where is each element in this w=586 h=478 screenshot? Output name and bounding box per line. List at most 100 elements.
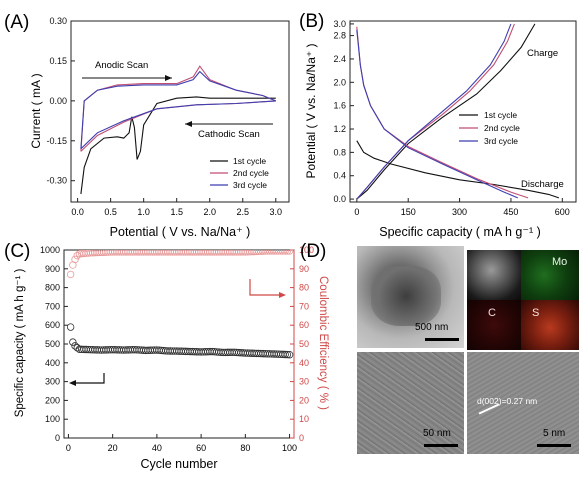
panel-a-y-tick-label: 0.30 — [49, 16, 67, 26]
ce-axis-arrow-head — [279, 292, 286, 298]
panel-c-cycling-chart: (C) 0 20 40 60 80 100010020030040050060070080… — [4, 241, 329, 471]
legend-a-text-3: 3rd cycle — [233, 180, 267, 190]
panel-c-yl-tick-label: 200 — [45, 395, 60, 405]
panel-c-x-tick-label: 40 — [152, 443, 162, 453]
panel-c-yl-tick-label: 500 — [45, 339, 60, 349]
ce-point — [283, 250, 292, 255]
panel-a-x-tick-label: 0.0 — [71, 207, 84, 217]
panel-c-yl-tick-label: 600 — [45, 320, 60, 330]
ce-point — [71, 255, 79, 264]
charge-curve-cycle-1 — [356, 23, 536, 200]
scale-bar-50nm-label: 50 nm — [423, 428, 451, 439]
ce-point — [66, 270, 75, 279]
panel-c-yl-tick-label: 900 — [45, 264, 60, 274]
capacity-point — [285, 351, 294, 359]
panel-b-frame — [349, 20, 577, 203]
panel-c-yr-tick-label: 60 — [299, 320, 309, 330]
panel-b-x-tick-label: 450 — [503, 207, 518, 217]
eds-map-s: S — [521, 300, 579, 350]
eds-mo-label: Mo — [552, 256, 568, 268]
cathodic-scan-label: Cathodic Scan — [198, 129, 260, 140]
anodic-arrow-head — [165, 75, 172, 81]
panel-c-yr-tick-label: 0 — [299, 433, 304, 443]
panel-c-ylabel-right: Coulombic Efficiency ( % ) — [317, 276, 329, 410]
capacity-axis-arrow — [73, 373, 105, 384]
panel-c-xlabel: Cycle number — [140, 457, 217, 471]
legend-a-text-2: 2nd cycle — [233, 168, 269, 178]
panel-c-yr-tick-label: 70 — [299, 301, 309, 311]
panel-c-x-tick-label: 80 — [240, 443, 250, 453]
eds-s-label: S — [532, 307, 540, 319]
charge-label: Charge — [527, 48, 558, 59]
capacity-point — [283, 350, 292, 359]
capacity-point — [73, 344, 81, 352]
panel-b-x-tick-label: 0 — [354, 207, 359, 217]
panel-b-y-tick-label: 0.8 — [333, 147, 346, 157]
hrtem-image: d(002)=0.27 nm 5 nm — [467, 352, 579, 454]
panel-c-yl-tick-label: 400 — [45, 358, 60, 368]
panel-c-yl-tick-label: 100 — [45, 414, 60, 424]
panel-b-y-tick-label: 2.4 — [333, 54, 346, 64]
tem-image-mid-mag: 50 nm — [357, 352, 464, 454]
eds-c-label: C — [488, 307, 496, 319]
panel-c-yr-tick-label: 100 — [299, 245, 314, 255]
panel-a-x-tick-label: 0.5 — [104, 207, 117, 217]
panel-c-label: (C) — [4, 241, 30, 262]
charge-curve-cycle-3 — [356, 23, 512, 200]
panel-a-x-tick-label: 2.0 — [203, 207, 216, 217]
panel-c-frame — [63, 249, 295, 439]
panel-b-y-tick-label: 0.4 — [333, 171, 346, 181]
panel-b-xlabel: Specific capacity ( mA h g⁻¹ ) — [379, 225, 541, 239]
capacity-point — [69, 338, 77, 346]
panel-a-y-tick-label: -0.30 — [46, 176, 67, 186]
panel-b-ylabel: Potential ( V vs. Na/Na⁺ ) — [304, 43, 318, 178]
panel-a-y-tick-label: 0.00 — [49, 96, 67, 106]
panel-b-y-tick-label: 1.2 — [333, 124, 346, 134]
legend-a-text-1: 1st cycle — [233, 156, 266, 166]
panel-a-x-tick-label: 2.5 — [236, 207, 249, 217]
cathodic-arrow-head — [185, 121, 192, 127]
eds-map-c: C — [467, 300, 521, 350]
eds-map-mo: Mo — [521, 250, 579, 300]
panel-b-x-tick-label: 600 — [555, 207, 570, 217]
ce-point — [285, 250, 294, 255]
panel-a-xlabel: Potential ( V vs. Na/Na⁺ ) — [110, 225, 251, 239]
panel-c-x-tick-label: 0 — [66, 443, 71, 453]
legend-b-text-2: 2nd cycle — [484, 123, 520, 133]
panel-a-x-tick-label: 1.5 — [170, 207, 183, 217]
sem-dark-field-image — [467, 250, 521, 300]
cv-curve-cycle-1 — [80, 96, 276, 195]
cv-curve-cycle-3 — [80, 70, 277, 150]
panel-a-legend: 1st cycle 2nd cycle 3rd cycle — [210, 156, 269, 190]
panel-c-yr-tick-label: 40 — [299, 358, 309, 368]
panel-b-y-tick-label: 2.8 — [333, 31, 346, 41]
panel-c-yr-tick-label: 50 — [299, 339, 309, 349]
panel-c-yr-tick-label: 10 — [299, 414, 309, 424]
panel-a-ylabel: Current ( mA ) — [29, 73, 43, 148]
discharge-curve-cycle-1 — [356, 140, 560, 199]
ce-axis-arrow — [249, 279, 282, 296]
scale-bar-500nm-label: 500 nm — [415, 322, 449, 333]
tem-image-low-mag: 500 nm — [357, 246, 464, 348]
scale-bar-5nm-label: 5 nm — [543, 428, 566, 439]
ce-point — [73, 251, 81, 260]
capacity-point — [66, 323, 75, 331]
panel-c-yl-tick-label: 700 — [45, 301, 60, 311]
panel-c-x-tick-label: 100 — [282, 443, 297, 453]
panel-c-yl-tick-label: 1000 — [40, 245, 60, 255]
panel-b-galvanostatic-chart: (B) 0 150 300 450 600 0.0 0.4 0.8 1.2 1.6 2.0 2.4 2.… — [299, 11, 577, 239]
legend-b-text-3: 3rd cycle — [484, 136, 518, 146]
lattice-spacing-label: d(002)=0.27 nm — [477, 396, 538, 406]
panel-b-label: (B) — [299, 11, 324, 32]
anodic-scan-label: Anodic Scan — [95, 60, 148, 71]
panel-c-yl-tick-label: 0 — [55, 433, 60, 443]
panel-c-x-tick-label: 60 — [196, 443, 206, 453]
panel-c-yl-tick-label: 800 — [45, 283, 60, 293]
panel-b-y-tick-label: 2.0 — [333, 77, 346, 87]
discharge-label: Discharge — [521, 179, 564, 190]
panel-a-x-tick-label: 3.0 — [270, 207, 283, 217]
legend-b-text-1: 1st cycle — [484, 110, 517, 120]
panel-c-yr-tick-label: 20 — [299, 395, 309, 405]
panel-c-yr-tick-label: 30 — [299, 377, 309, 387]
